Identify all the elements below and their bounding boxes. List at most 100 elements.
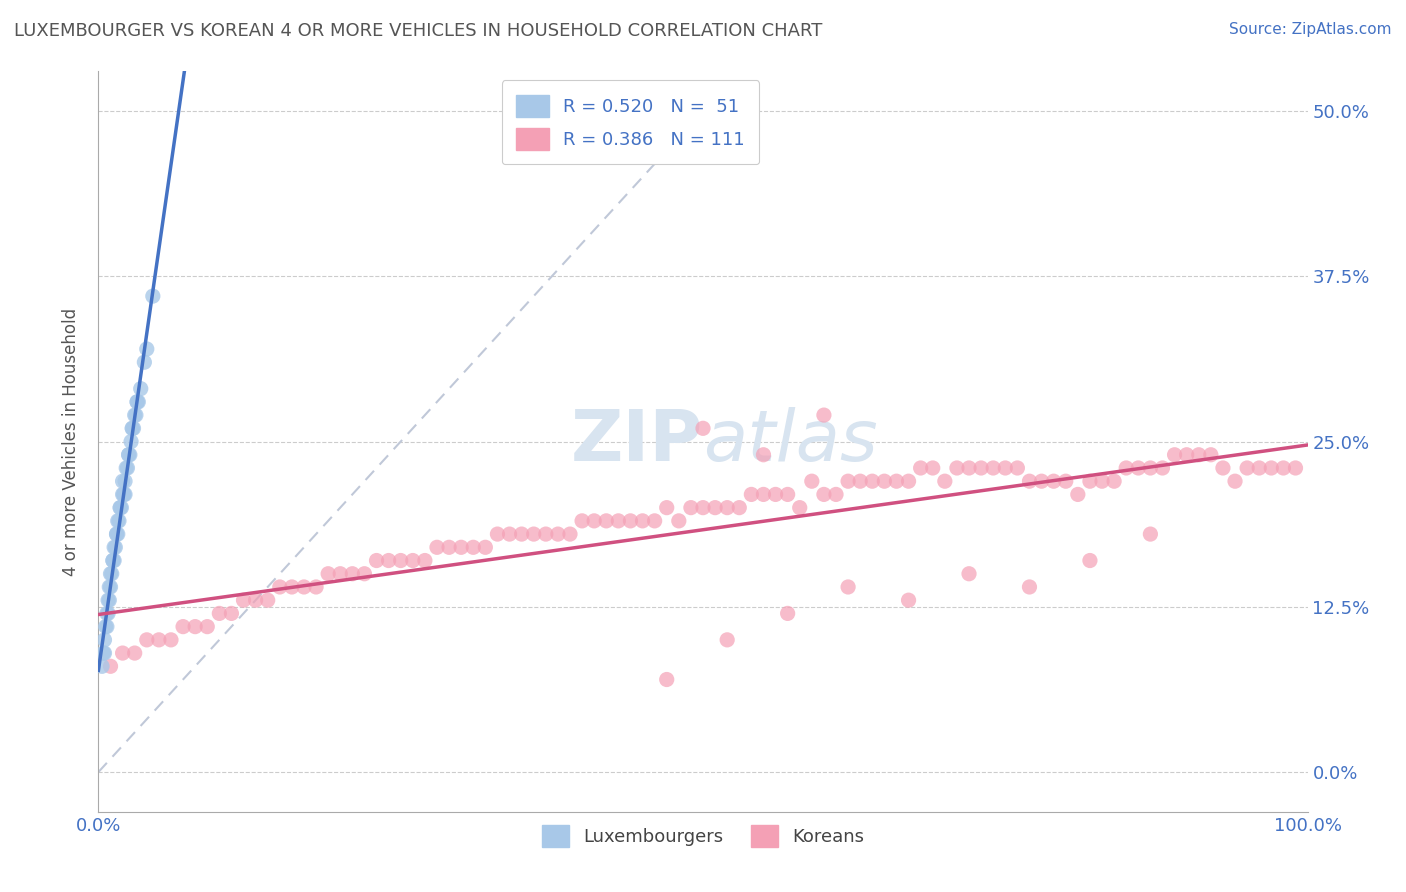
Point [245,593,267,607]
Point [148,632,170,647]
Point [655,673,678,687]
Point [981,461,1004,475]
Point [366,553,388,567]
Point [208,607,231,621]
Point [752,448,775,462]
Point [1236,461,1258,475]
Point [107,527,129,541]
Point [1102,474,1125,488]
Point [679,500,702,515]
Point [994,461,1017,475]
Point [1284,461,1306,475]
Point [474,541,496,555]
Point [849,474,872,488]
Point [103,541,125,555]
Point [105,527,128,541]
Point [135,632,157,647]
Point [860,474,883,488]
Text: ZIP: ZIP [571,407,703,476]
Point [1249,461,1271,475]
Point [108,514,131,528]
Point [837,474,859,488]
Point [1067,487,1090,501]
Point [232,593,254,607]
Point [813,408,835,422]
Point [728,500,751,515]
Point [269,580,291,594]
Point [118,448,141,462]
Point [1272,461,1295,475]
Point [910,461,932,475]
Point [110,500,132,515]
Point [121,421,143,435]
Y-axis label: 4 or more Vehicles in Household: 4 or more Vehicles in Household [62,308,80,575]
Point [1018,474,1040,488]
Point [125,408,148,422]
Point [1139,527,1161,541]
Point [160,632,183,647]
Point [377,553,399,567]
Point [117,461,139,475]
Point [112,487,135,501]
Point [93,646,115,660]
Point [94,620,117,634]
Point [1054,474,1077,488]
Point [413,553,436,567]
Point [91,659,114,673]
Point [118,448,141,462]
Point [837,580,859,594]
Point [897,474,920,488]
Point [115,461,138,475]
Point [619,514,641,528]
Point [122,421,145,435]
Point [142,289,165,303]
Point [1223,474,1246,488]
Point [100,580,122,594]
Point [1163,448,1185,462]
Point [98,580,121,594]
Point [813,487,835,501]
Point [716,500,738,515]
Point [103,553,125,567]
Point [135,342,157,356]
Point [353,566,375,581]
Point [329,566,352,581]
Text: atlas: atlas [703,407,877,476]
Point [523,527,546,541]
Point [111,474,134,488]
Point [93,632,115,647]
Point [644,514,666,528]
Point [897,593,920,607]
Point [1042,474,1064,488]
Point [256,593,278,607]
Point [316,566,339,581]
Point [873,474,896,488]
Point [957,461,980,475]
Point [1018,580,1040,594]
Point [1115,461,1137,475]
Point [655,500,678,515]
Point [1078,553,1101,567]
Point [1152,461,1174,475]
Point [96,607,118,621]
Point [607,514,630,528]
Point [105,527,128,541]
Point [595,514,617,528]
Point [970,461,993,475]
Point [389,553,412,567]
Point [121,421,143,435]
Point [692,500,714,515]
Point [98,593,121,607]
Point [510,527,533,541]
Point [101,553,124,567]
Point [124,646,146,660]
Point [97,593,120,607]
Point [1078,474,1101,488]
Point [450,541,472,555]
Point [120,434,142,449]
Point [668,514,690,528]
Point [292,580,315,594]
Point [127,395,149,409]
Point [957,566,980,581]
Point [108,500,131,515]
